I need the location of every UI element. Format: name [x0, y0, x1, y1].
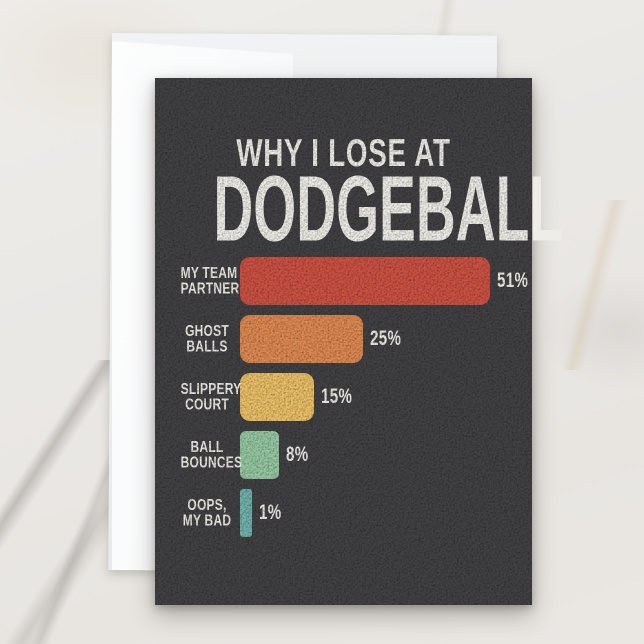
greeting-card-front: WHY I LOSE AT DODGEBALL MY TEAM PARTNER … [155, 78, 564, 605]
value-label: 25% [370, 326, 402, 351]
value-label: 51% [497, 268, 529, 293]
category-label-line1: GHOST [185, 322, 229, 341]
category-label: GHOST BALLS [181, 323, 234, 355]
card-title-line2: DODGEBALL [213, 156, 564, 261]
category-label: MY TEAM PARTNER [180, 264, 240, 298]
bar-chart: MY TEAM PARTNER 51% GHOST BALLS 25% SLIP… [155, 257, 532, 547]
category-label-line2: PARTNER [180, 279, 240, 298]
category-label-line1: SLIPPERY [180, 380, 242, 399]
chart-row: SLIPPERY COURT 15% [155, 373, 532, 421]
category-label: SLIPPERY COURT [180, 380, 242, 414]
chart-row: BALL BOUNCES 8% [155, 431, 532, 479]
chart-row: GHOST BALLS 25% [155, 315, 532, 363]
category-label: BALL BOUNCES [180, 438, 243, 472]
value-label: 8% [286, 442, 309, 467]
chart-row: OOPS, MY BAD 1% [155, 489, 532, 537]
chart-row: MY TEAM PARTNER 51% [155, 257, 532, 305]
bar-my-team-partner [240, 257, 490, 305]
bar-ghost-balls [240, 315, 363, 363]
category-label-line1: MY TEAM [180, 264, 238, 283]
value-label: 15% [321, 384, 353, 409]
category-label-line2: COURT [185, 395, 229, 414]
category-label-line1: OOPS, [187, 496, 227, 515]
category-label-line2: BALLS [186, 337, 228, 356]
bar-ball-bounces [240, 431, 279, 479]
category-label: OOPS, MY BAD [181, 497, 234, 529]
category-label-line2: BOUNCES [180, 453, 243, 472]
category-label-line1: BALL [190, 438, 224, 457]
value-label: 1% [259, 500, 282, 525]
bar-slippery-court [240, 373, 314, 421]
bar-oops-my-bad [240, 489, 252, 537]
category-label-line2: MY BAD [182, 511, 232, 530]
